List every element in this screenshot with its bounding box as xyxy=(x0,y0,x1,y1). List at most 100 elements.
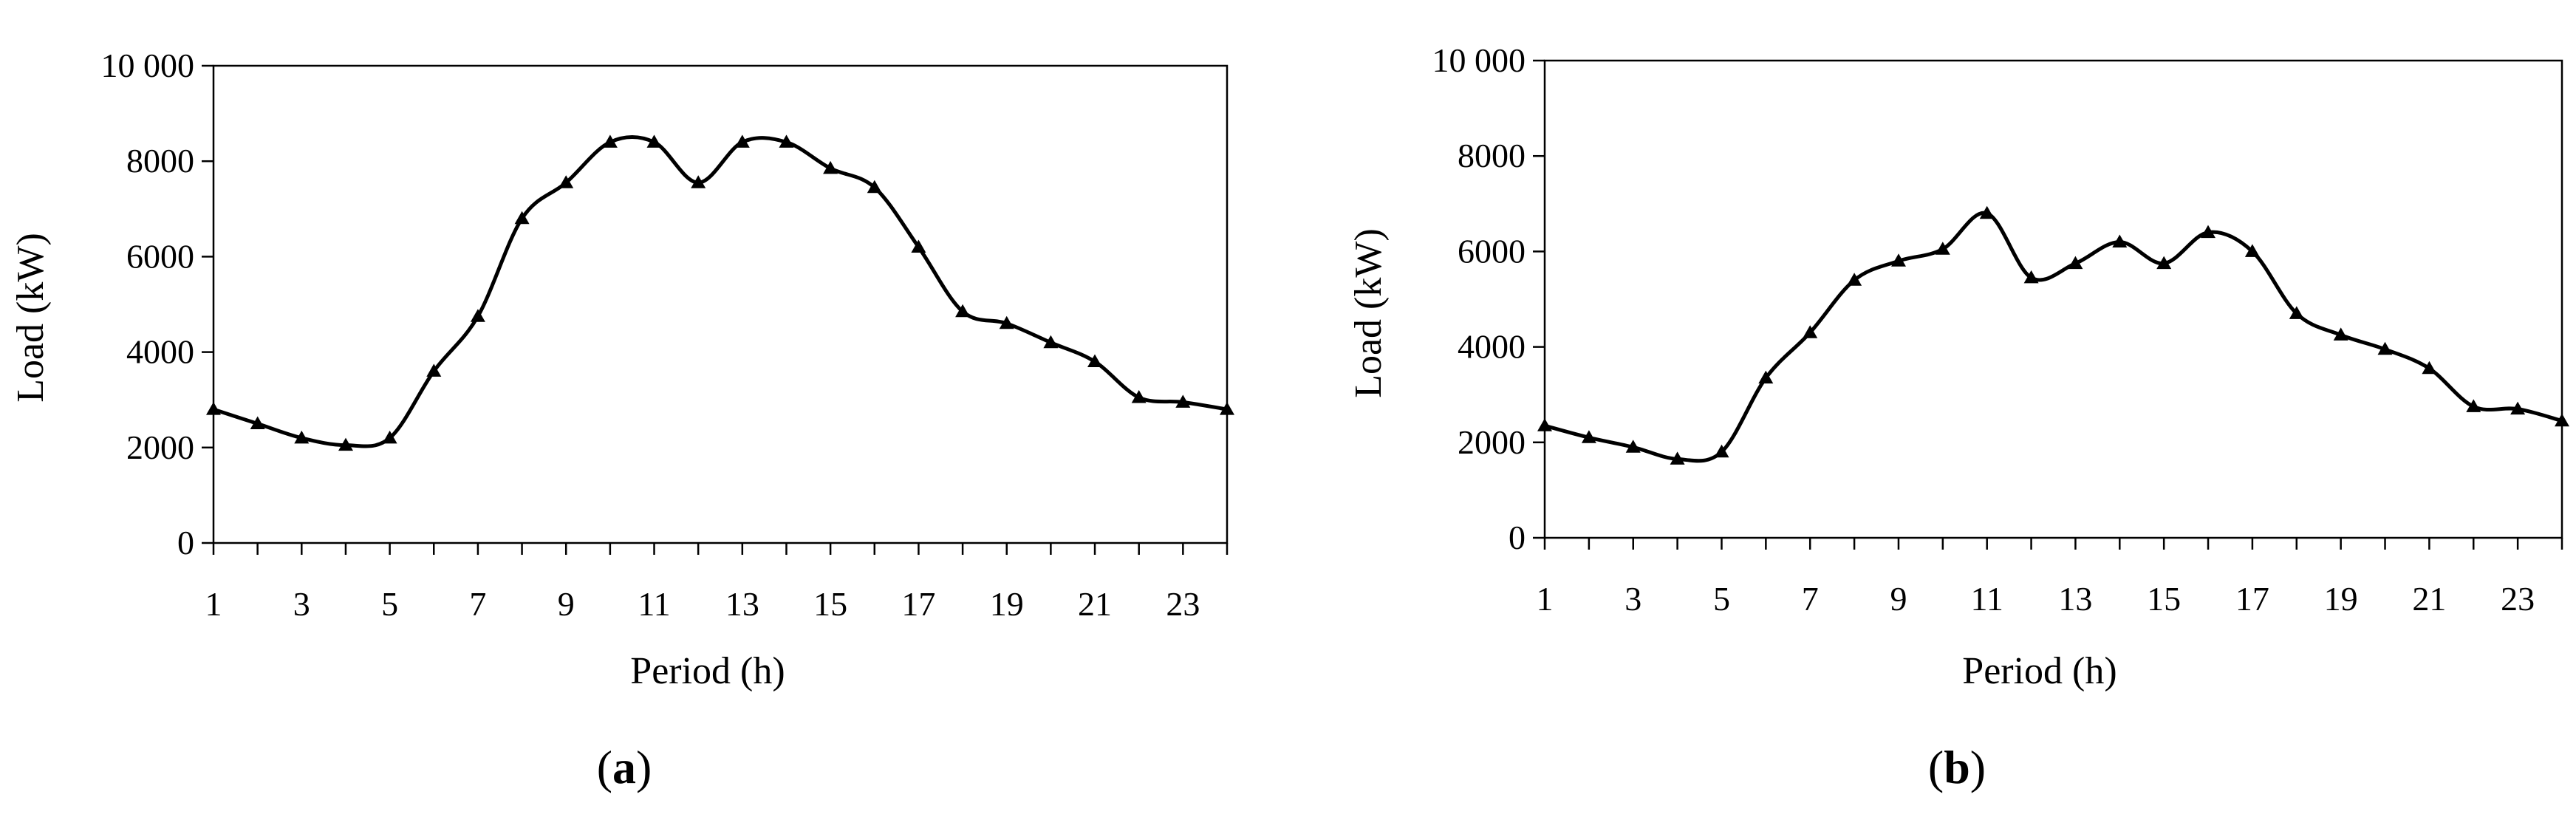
data-point-marker xyxy=(823,160,838,174)
data-point-marker xyxy=(2023,270,2039,284)
data-point-marker xyxy=(294,430,310,444)
y-axis-label: Load (kW) xyxy=(1347,228,1390,398)
data-point-marker xyxy=(558,175,574,188)
y-tick-label: 2000 xyxy=(1458,423,1526,461)
x-tick-label: 19 xyxy=(2324,580,2358,618)
y-tick-label: 0 xyxy=(1509,519,1526,556)
x-tick-label: 5 xyxy=(381,585,398,623)
data-point-marker xyxy=(999,315,1014,329)
panel-label-a: (a) xyxy=(597,741,652,793)
data-point-marker xyxy=(1625,440,1641,453)
data-point-marker xyxy=(1670,451,1685,465)
y-tick-label: 4000 xyxy=(126,333,194,371)
data-point-marker xyxy=(2244,244,2260,257)
x-tick-label: 17 xyxy=(901,585,935,623)
data-point-marker xyxy=(646,134,662,148)
panel-letter-a: a xyxy=(612,741,636,793)
y-tick-label: 10 000 xyxy=(101,47,195,84)
x-axis-label: Period (h) xyxy=(630,650,785,692)
x-tick-label: 19 xyxy=(990,585,1024,623)
x-tick-label: 7 xyxy=(469,585,486,623)
y-tick-label: 10 000 xyxy=(1432,41,1526,79)
x-tick-label: 3 xyxy=(1624,580,1641,618)
data-point-marker xyxy=(206,402,221,415)
plot-frame xyxy=(212,64,1229,544)
data-point-marker xyxy=(1847,273,1862,286)
data-point-marker xyxy=(2112,234,2128,247)
data-point-marker xyxy=(1131,390,1147,403)
data-point-marker xyxy=(426,363,442,377)
data-point-marker xyxy=(1891,253,1906,267)
data-point-marker xyxy=(1714,444,1729,458)
data-point-marker xyxy=(955,304,971,318)
data-point-marker xyxy=(911,239,926,253)
data-point-marker xyxy=(2156,256,2172,270)
data-point-marker xyxy=(2289,306,2304,319)
plot-frame xyxy=(1543,59,2563,539)
data-point-marker xyxy=(338,437,353,451)
y-tick-label: 4000 xyxy=(1458,328,1526,366)
data-point-marker xyxy=(2068,256,2083,270)
data-point-marker xyxy=(2377,341,2393,355)
y-tick-label: 8000 xyxy=(126,142,194,180)
x-tick-label: 11 xyxy=(1971,580,2003,618)
data-point-marker xyxy=(1581,430,1596,443)
data-point-marker xyxy=(2466,399,2481,412)
data-point-marker xyxy=(734,134,750,148)
y-tick-label: 6000 xyxy=(126,237,194,275)
data-point-marker xyxy=(2555,413,2569,427)
x-tick-label: 7 xyxy=(1802,580,1819,618)
data-point-marker xyxy=(1803,325,1818,338)
x-tick-label: 17 xyxy=(2235,580,2269,618)
data-point-marker xyxy=(382,430,397,444)
data-point-marker xyxy=(1043,335,1059,349)
x-tick-label: 23 xyxy=(1166,585,1200,623)
data-point-marker xyxy=(1537,418,1552,431)
y-tick-label: 8000 xyxy=(1458,137,1526,174)
series-line xyxy=(213,135,1228,448)
x-tick-label: 13 xyxy=(2058,580,2092,618)
data-point-marker xyxy=(1979,205,1995,219)
panel-label-b: (b) xyxy=(1928,741,1986,793)
x-axis-label: Period (h) xyxy=(1962,650,2117,692)
y-tick-label: 2000 xyxy=(126,428,194,466)
data-point-marker xyxy=(2510,401,2526,415)
x-tick-label: 9 xyxy=(558,585,575,623)
x-tick-label: 3 xyxy=(293,585,310,623)
data-point-marker xyxy=(1220,402,1234,415)
x-tick-label: 21 xyxy=(2412,580,2446,618)
x-tick-label: 15 xyxy=(813,585,847,623)
series-line xyxy=(1544,211,2563,463)
data-point-marker xyxy=(2422,361,2437,375)
data-point-marker xyxy=(1087,354,1102,367)
x-tick-label: 13 xyxy=(725,585,759,623)
data-point-marker xyxy=(1175,394,1191,408)
data-point-marker xyxy=(602,134,618,148)
x-tick-label: 23 xyxy=(2501,580,2535,618)
data-point-marker xyxy=(2201,225,2215,239)
x-tick-label: 1 xyxy=(205,585,222,623)
x-tick-label: 11 xyxy=(638,585,670,623)
y-axis-label: Load (kW) xyxy=(10,233,52,403)
x-tick-label: 5 xyxy=(1713,580,1730,618)
data-point-marker xyxy=(1935,242,1950,255)
y-tick-label: 6000 xyxy=(1458,232,1526,270)
x-tick-label: 21 xyxy=(1078,585,1112,623)
x-tick-label: 1 xyxy=(1537,580,1554,618)
chart-panel-a: 0 2000 4000 6000 8000 10 000 1 3 5 7 9 11 13 15 17 19 21… xyxy=(10,47,1234,793)
chart-panel-b: 0 2000 4000 6000 8000 10 000 1 3 5 7 9 11 13 15 17 19 21… xyxy=(1288,0,2576,820)
y-tick-label: 0 xyxy=(177,524,194,561)
data-point-marker xyxy=(514,211,530,225)
data-point-marker xyxy=(2333,327,2348,341)
data-point-marker xyxy=(867,180,882,194)
panel-letter-b: b xyxy=(1944,741,1970,793)
data-point-marker xyxy=(691,175,706,188)
x-tick-label: 9 xyxy=(1890,580,1907,618)
x-tick-label: 15 xyxy=(2147,580,2181,618)
data-point-marker xyxy=(1758,370,1774,384)
data-point-marker xyxy=(250,416,265,429)
